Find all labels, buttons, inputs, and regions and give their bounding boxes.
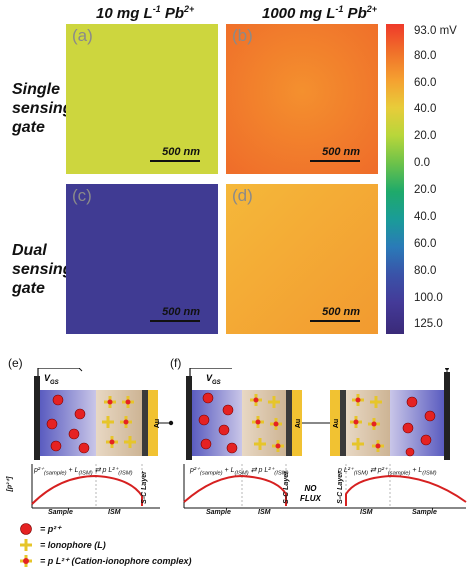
column-header-high: 1000 mg L-1 Pb2+ — [262, 4, 377, 22]
colorbar-label-0: 93.0 mV — [414, 25, 457, 37]
panel-d: (d) 500 nm — [226, 184, 378, 334]
legend-item-ionophore: = Ionophore (L) — [18, 537, 192, 553]
diagram-e — [31, 368, 174, 509]
colorbar-label-1: 80.0 — [414, 50, 437, 62]
row-header-dual: Dual sensing gate — [12, 242, 73, 297]
diagram-f-region-sc-right: S-C Layer — [336, 471, 344, 504]
panel-b-letter: (b) — [232, 26, 253, 45]
panel-d-scale-label: 500 nm — [322, 306, 360, 318]
au-electrode — [148, 390, 158, 456]
ionophore-icons — [102, 396, 136, 448]
diagram-f-equation-right: p L²⁺(ISM) ⇄ p²⁺(sample) + L(ISM) — [338, 467, 437, 477]
panel-b-scale-label: 500 nm — [322, 146, 360, 158]
diagram-f-region-ism-left: ISM — [258, 509, 271, 516]
ionophore-icon — [20, 539, 32, 551]
diagram-e-region-sc: S-C Layer — [140, 471, 148, 504]
panel-b-scale-bar — [310, 160, 360, 162]
panel-b: (b) 500 nm — [226, 24, 378, 174]
colorbar-label-10: 100.0 — [414, 292, 443, 304]
sc-layer — [142, 390, 148, 456]
cation-icons — [46, 394, 90, 454]
panel-a-image — [66, 24, 218, 174]
diagram-f-au-right: Au — [333, 418, 341, 429]
panel-a-letter: (a) — [72, 26, 93, 45]
legend-item-complex: = p L²⁺ (Cation-ionophore complex) — [18, 553, 192, 569]
diagram-e-au-label: Au — [154, 418, 162, 429]
colorbar — [386, 24, 404, 334]
diagram-f-letter: (f) — [170, 356, 182, 370]
panel-a: (a) 500 nm — [66, 24, 218, 174]
column-header-low: 10 mg L-1 Pb2+ — [96, 4, 195, 22]
diagram-f-region-sc-left: S-C Layer — [282, 471, 290, 504]
diagram-e-axis-label: [p²⁺] — [6, 476, 14, 492]
colorbar-label-11: 125.0 — [414, 318, 443, 330]
panel-c: (c) 500 nm — [66, 184, 218, 334]
row-header-single: Single sensing gate — [12, 81, 73, 136]
diagram-f-region-sample-right: Sample — [412, 509, 437, 516]
cation-icon — [20, 523, 32, 535]
right-gate-electrode — [444, 372, 450, 460]
diagram-f-au-left: Au — [295, 418, 303, 429]
colorbar-label-8: 60.0 — [414, 238, 437, 250]
panel-d-image — [226, 184, 378, 334]
diagram-f-vgs: VGS — [206, 373, 221, 386]
left-gate-electrode — [186, 376, 192, 460]
panel-c-letter: (c) — [72, 186, 92, 205]
panel-a-scale-bar — [150, 160, 200, 162]
diagram-e-vgs: VGS — [44, 373, 59, 386]
colorbar-label-4: 20.0 — [414, 130, 437, 142]
panel-c-scale-label: 500 nm — [162, 306, 200, 318]
diagram-e-region-sample: Sample — [48, 509, 73, 516]
panel-a-scale-label: 500 nm — [162, 146, 200, 158]
concentration-profile — [31, 474, 143, 506]
panel-b-image — [226, 24, 378, 174]
panel-c-image — [66, 184, 218, 334]
diagram-f-region-ism-right: ISM — [360, 509, 373, 516]
gate-electrode — [34, 376, 40, 460]
colorbar-label-6: 20.0 — [414, 184, 437, 196]
diagram-f — [183, 368, 467, 509]
complex-icon — [20, 555, 32, 567]
colorbar-label-9: 80.0 — [414, 265, 437, 277]
diagram-e-region-ism: ISM — [108, 509, 121, 516]
diagram-e-letter: (e) — [8, 356, 23, 370]
colorbar-label-7: 40.0 — [414, 211, 437, 223]
colorbar-label-5: 0.0 — [414, 157, 430, 169]
diagram-f-region-sample-left: Sample — [206, 509, 231, 516]
colorbar-label-2: 60.0 — [414, 77, 437, 89]
colorbar-label-3: 40.0 — [414, 103, 437, 115]
legend-item-cation: = p²⁺ — [18, 521, 192, 537]
panel-d-letter: (d) — [232, 186, 253, 205]
legend: = p²⁺ = Ionophore (L) = p L²⁺ (Cation-io… — [18, 521, 192, 569]
diagram-f-equation-left: p²⁺(sample) + L(ISM) ⇄ p L²⁺(ISM) — [190, 467, 289, 477]
panel-c-scale-bar — [150, 320, 200, 322]
diagram-e-equation: p²⁺(sample) + L(ISM) ⇄ p L²⁺(ISM) — [34, 467, 133, 477]
panel-d-scale-bar — [310, 320, 360, 322]
no-flux-label: NO FLUX — [300, 484, 321, 503]
